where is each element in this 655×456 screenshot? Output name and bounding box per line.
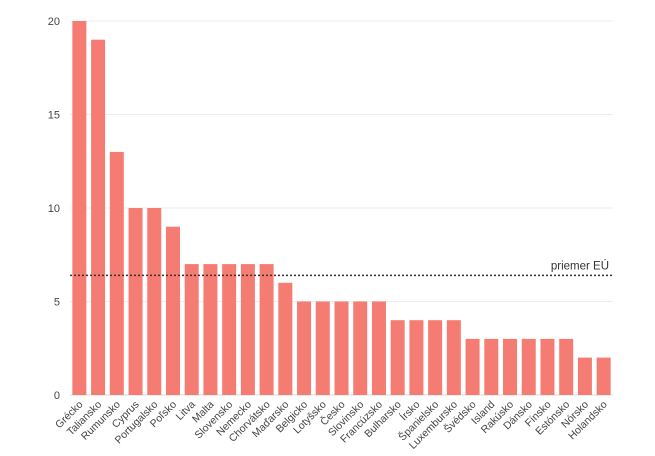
y-tick-label-3: 15: [48, 110, 60, 122]
x-axis: GréckoTalianskoRumunskoCyprusPortugalsko…: [53, 398, 610, 452]
y-tick-label-4: 20: [48, 16, 60, 28]
bar-13: [315, 301, 330, 395]
bar-21: [465, 338, 480, 395]
bars: [72, 21, 611, 395]
bar-17: [390, 320, 405, 395]
bar-2: [109, 151, 124, 395]
eu-average-label: priemer EÚ: [551, 259, 609, 272]
bar-9: [240, 264, 255, 395]
bar-22: [484, 338, 499, 395]
bar-6: [184, 264, 199, 395]
y-tick-label-1: 5: [54, 297, 60, 309]
bar-4: [147, 208, 162, 395]
bar-20: [446, 320, 461, 395]
bar-12: [297, 301, 312, 395]
bar-15: [353, 301, 368, 395]
bar-10: [259, 264, 274, 395]
y-tick-label-0: 0: [54, 390, 60, 402]
bar-5: [165, 226, 180, 395]
eu-average-reference: priemer EÚ: [70, 259, 613, 277]
bar-28: [596, 357, 611, 395]
bar-16: [371, 301, 386, 395]
bar-3: [128, 208, 143, 395]
bar-14: [334, 301, 349, 395]
bar-1: [91, 39, 106, 395]
bar-27: [577, 357, 592, 395]
bar-11: [278, 282, 293, 395]
bar-7: [203, 264, 218, 395]
bar-18: [409, 320, 424, 395]
bar-24: [521, 338, 536, 395]
bar-19: [428, 320, 443, 395]
bar-25: [540, 338, 555, 395]
bar-0: [72, 21, 87, 395]
y-axis: 0 5 10 15 20: [48, 16, 60, 402]
bar-23: [503, 338, 518, 395]
y-tick-label-2: 10: [48, 203, 60, 215]
bar-8: [222, 264, 237, 395]
bar-26: [559, 338, 574, 395]
